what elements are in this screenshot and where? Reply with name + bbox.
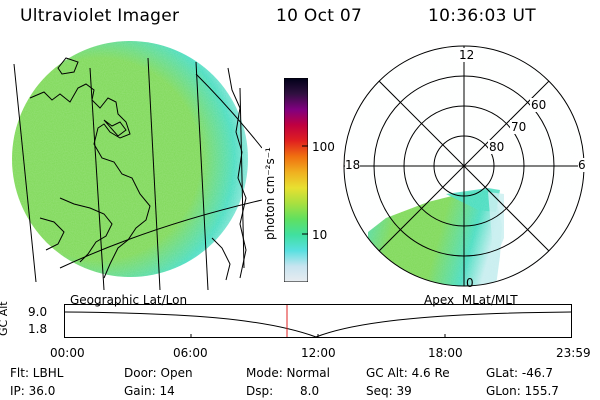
geographic-globe-image [12, 41, 262, 290]
colorbar-tick-100: 100 [312, 140, 335, 154]
altitude-timeline-plot [64, 304, 572, 338]
mlat-label-70: 70 [510, 120, 528, 134]
mlt-label-0: 0 [466, 276, 474, 290]
sequence-readout: Seq: 39 [366, 384, 412, 398]
mlt-label-12: 12 [458, 48, 476, 62]
time-tick-1200: 12:00 [301, 346, 336, 360]
instrument-title: Ultraviolet Imager [20, 6, 180, 26]
mlat-label-60: 60 [530, 98, 548, 112]
mode-readout: Mode: Normal [246, 366, 330, 380]
mlat-label-80: 80 [488, 140, 506, 154]
ip-readout: IP: 36.0 [10, 384, 56, 398]
altitude-tick-9: 9.0 [28, 305, 48, 319]
observation-date: 10 Oct 07 [276, 6, 363, 26]
time-tick-2359: 23:59 [556, 346, 591, 360]
coastlines [29, 57, 247, 281]
apex-caption: Apex MLat/MLT [424, 293, 518, 307]
colorbar-unit-label: photon cm⁻²s⁻¹ [263, 147, 277, 240]
orbit-altitude-curve [64, 311, 572, 338]
geographic-caption: Geographic Lat/Lon [70, 293, 188, 307]
observation-time: 10:36:03 UT [428, 6, 536, 26]
mlt-label-6: 6 [578, 158, 586, 172]
timeline-frame [64, 304, 572, 338]
time-tick-1800: 18:00 [428, 346, 463, 360]
filter-readout: Flt: LBHL [10, 366, 64, 380]
time-tick-0000: 00:00 [50, 346, 85, 360]
gc-alt-readout: GC Alt: 4.6 Re [366, 366, 450, 380]
colorbar [284, 78, 308, 282]
colorbar-tick-10: 10 [312, 228, 328, 242]
time-tick-0600: 06:00 [173, 346, 208, 360]
glat-readout: GLat: -46.7 [486, 366, 553, 380]
dsp-label: Dsp: [246, 384, 274, 398]
polar-grid [343, 45, 585, 287]
altitude-axis-label: GC Alt [0, 301, 10, 336]
door-readout: Door: Open [124, 366, 193, 380]
altitude-tick-1-8: 1.8 [28, 322, 48, 336]
polar-mlat-mlt-plot [343, 45, 585, 287]
mlt-label-18: 18 [345, 158, 361, 172]
gain-readout: Gain: 14 [124, 384, 175, 398]
dsp-value: 8.0 [300, 384, 320, 398]
globe-gridlines [13, 57, 262, 290]
glon-readout: GLon: 155.7 [486, 384, 559, 398]
